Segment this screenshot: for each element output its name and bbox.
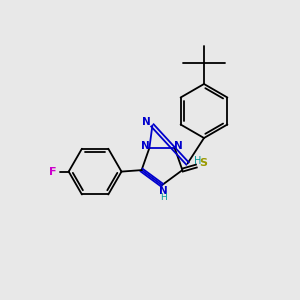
Text: H: H	[194, 156, 202, 166]
Text: H: H	[160, 193, 167, 202]
Text: N: N	[141, 141, 150, 152]
Text: F: F	[50, 167, 57, 177]
Text: N: N	[159, 186, 168, 196]
Text: N: N	[174, 141, 183, 152]
Text: N: N	[142, 117, 151, 128]
Text: S: S	[200, 158, 207, 169]
